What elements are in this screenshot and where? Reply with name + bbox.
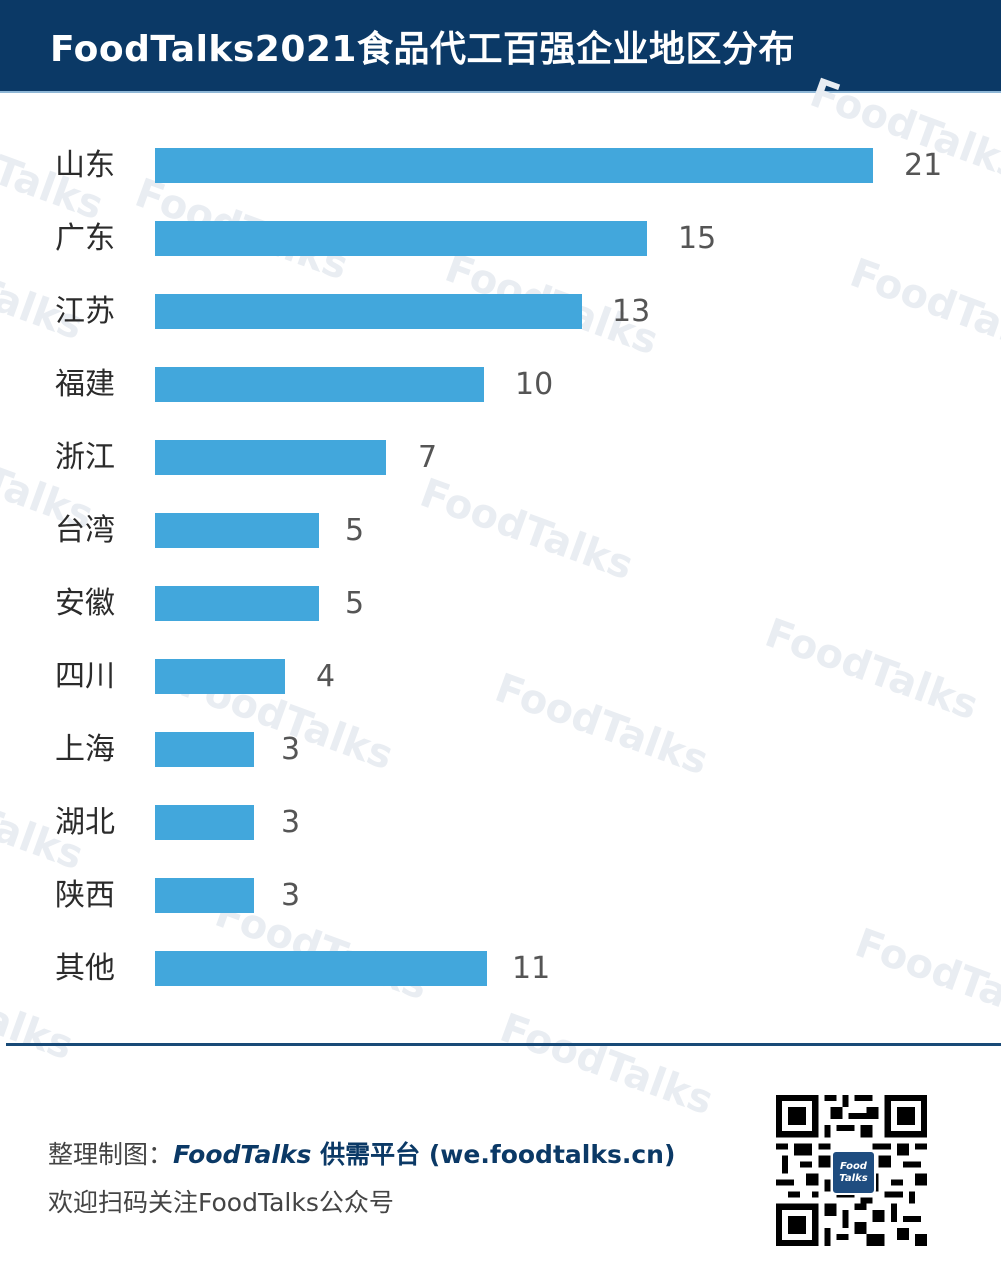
credit-prefix: 整理制图： — [48, 1140, 174, 1169]
bar-chart: 山东 21 广东 15 江苏 13 福建 10 浙江 7 台湾 5 安徽 5 四… — [0, 130, 1001, 1010]
bar — [155, 148, 873, 183]
bar — [155, 732, 254, 767]
qr-code: Food Talks — [776, 1095, 927, 1246]
chart-row: 陕西 3 — [0, 878, 1001, 914]
bar — [155, 878, 254, 913]
qr-brand-logo: Food Talks — [831, 1150, 876, 1195]
qr-logo-line1: Food — [840, 1160, 867, 1172]
bar — [155, 221, 647, 256]
chart-row: 山东 21 — [0, 148, 1001, 184]
bar — [155, 513, 319, 548]
value-label: 11 — [512, 951, 551, 986]
chart-row: 广东 15 — [0, 221, 1001, 257]
chart-row: 浙江 7 — [0, 440, 1001, 476]
chart-row: 福建 10 — [0, 367, 1001, 403]
bar — [155, 367, 484, 402]
category-label: 湖北 — [55, 805, 115, 840]
category-label: 台湾 — [55, 513, 115, 548]
follow-prompt: 欢迎扫码关注FoodTalks公众号 — [48, 1188, 394, 1217]
value-label: 4 — [316, 659, 336, 694]
chart-row: 安徽 5 — [0, 586, 1001, 622]
category-label: 山东 — [55, 148, 115, 183]
value-label: 10 — [515, 367, 554, 402]
chart-row: 台湾 5 — [0, 513, 1001, 549]
bar — [155, 951, 487, 986]
value-label: 5 — [345, 586, 365, 621]
bar — [155, 586, 319, 621]
chart-row: 江苏 13 — [0, 294, 1001, 330]
bar — [155, 805, 254, 840]
bar — [155, 440, 386, 475]
chart-row: 四川 4 — [0, 659, 1001, 695]
qr-pattern-icon — [776, 1095, 927, 1246]
chart-row: 湖北 3 — [0, 805, 1001, 841]
title-banner: FoodTalks2021食品代工百强企业地区分布 — [0, 0, 1001, 93]
category-label: 浙江 — [55, 440, 115, 475]
value-label: 15 — [678, 221, 717, 256]
value-label: 3 — [281, 732, 301, 767]
footer-divider — [6, 1043, 1001, 1046]
value-label: 5 — [345, 513, 365, 548]
category-label: 广东 — [55, 221, 115, 256]
qr-logo-line2: Talks — [839, 1172, 868, 1184]
page-title: FoodTalks2021食品代工百强企业地区分布 — [50, 29, 795, 70]
bar — [155, 659, 285, 694]
watermark: FoodTalks — [494, 1005, 720, 1125]
category-label: 福建 — [55, 367, 115, 402]
value-label: 21 — [904, 148, 943, 183]
value-label: 3 — [281, 878, 301, 913]
category-label: 陕西 — [55, 878, 115, 913]
category-label: 安徽 — [55, 586, 115, 621]
category-label: 上海 — [55, 732, 115, 767]
value-label: 3 — [281, 805, 301, 840]
category-label: 江苏 — [55, 294, 115, 329]
platform-link[interactable]: 供需平台 (we.foodtalks.cn) — [311, 1140, 676, 1169]
credit-line: 整理制图：FoodTalks 供需平台 (we.foodtalks.cn) — [48, 1135, 675, 1171]
brand-logo-text: FoodTalks — [173, 1140, 312, 1169]
category-label: 其他 — [55, 951, 115, 986]
chart-row: 其他 11 — [0, 951, 1001, 987]
bar — [155, 294, 582, 329]
value-label: 7 — [418, 440, 438, 475]
chart-row: 上海 3 — [0, 732, 1001, 768]
value-label: 13 — [612, 294, 651, 329]
category-label: 四川 — [55, 659, 115, 694]
